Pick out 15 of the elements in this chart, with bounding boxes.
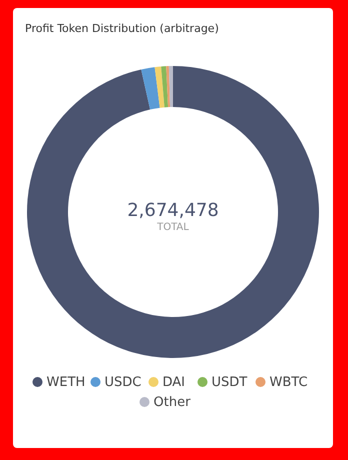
donut-slice [154,66,164,108]
legend-label: USDT [212,375,248,390]
donut-slice [27,66,319,358]
legend-label: WBTC [270,375,308,390]
legend-label: USDC [104,375,142,390]
donut-slice [161,66,168,108]
legend-label: Other [154,395,192,410]
text: TOTAL [156,222,190,233]
text: 2,674,478 [127,200,219,221]
chart-title: Profit Token Distribution (arbitrage) [25,22,219,35]
donut-slice [168,66,173,108]
legend-label: DAI [162,375,186,390]
legend-label: WETH [46,375,86,390]
donut-slice [166,66,170,108]
donut-slice [141,67,160,110]
